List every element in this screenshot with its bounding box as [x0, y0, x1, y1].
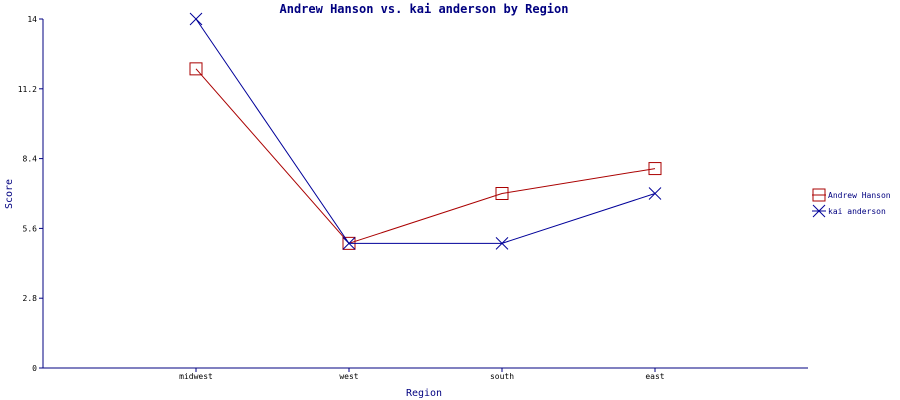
data-point-kai-anderson: [189, 12, 203, 26]
plot-axes: [42, 19, 808, 369]
chart-title: Andrew Hanson vs. kai anderson by Region: [280, 2, 569, 16]
y-ticks: 0 2.8 5.6 8.4 11.2 14: [18, 15, 43, 373]
series-line-kai-anderson: [195, 18, 656, 244]
x-axis-label: Region: [406, 388, 442, 399]
data-point-kai-anderson: [648, 187, 662, 200]
x-tick-label: south: [490, 372, 514, 381]
x-tick-label: east: [645, 372, 664, 381]
legend-label-andrew-hanson: Andrew Hanson: [828, 191, 891, 200]
y-tick-label: 11.2: [18, 85, 37, 94]
x-ticks: midwest west south east: [179, 368, 665, 381]
series-layer: [189, 12, 662, 250]
series-line-andrew-hanson: [195, 68, 656, 244]
y-tick-label: 8.4: [23, 155, 38, 164]
legend-marker-andrew-hanson: [812, 188, 826, 202]
legend-marker-kai-anderson: [812, 204, 826, 218]
data-point-andrew-hanson: [189, 62, 203, 76]
x-tick-label: west: [339, 372, 358, 381]
legend: Andrew Hanson kai anderson: [812, 188, 891, 218]
legend-marker-kai-anderson-stroke: [812, 204, 826, 218]
y-tick-label: 5.6: [23, 224, 38, 233]
data-point-kai-anderson: [495, 237, 509, 250]
data-point-kai-anderson-stroke: [189, 12, 203, 26]
y-tick-label: 14: [27, 15, 37, 24]
data-point-andrew-hanson: [495, 187, 509, 200]
y-tick-label: 2.8: [23, 294, 38, 303]
data-point-andrew-hanson: [648, 162, 662, 176]
data-point-kai-anderson-stroke: [648, 187, 662, 200]
data-point-kai-anderson-stroke: [495, 237, 509, 250]
data-point-kai-anderson-stroke: [342, 237, 356, 250]
x-tick-label: midwest: [179, 372, 213, 381]
y-tick-label: 0: [32, 364, 37, 373]
data-point-kai-anderson: [342, 237, 356, 250]
legend-label-kai-anderson: kai anderson: [828, 207, 886, 216]
y-axis-label: Score: [4, 179, 15, 209]
